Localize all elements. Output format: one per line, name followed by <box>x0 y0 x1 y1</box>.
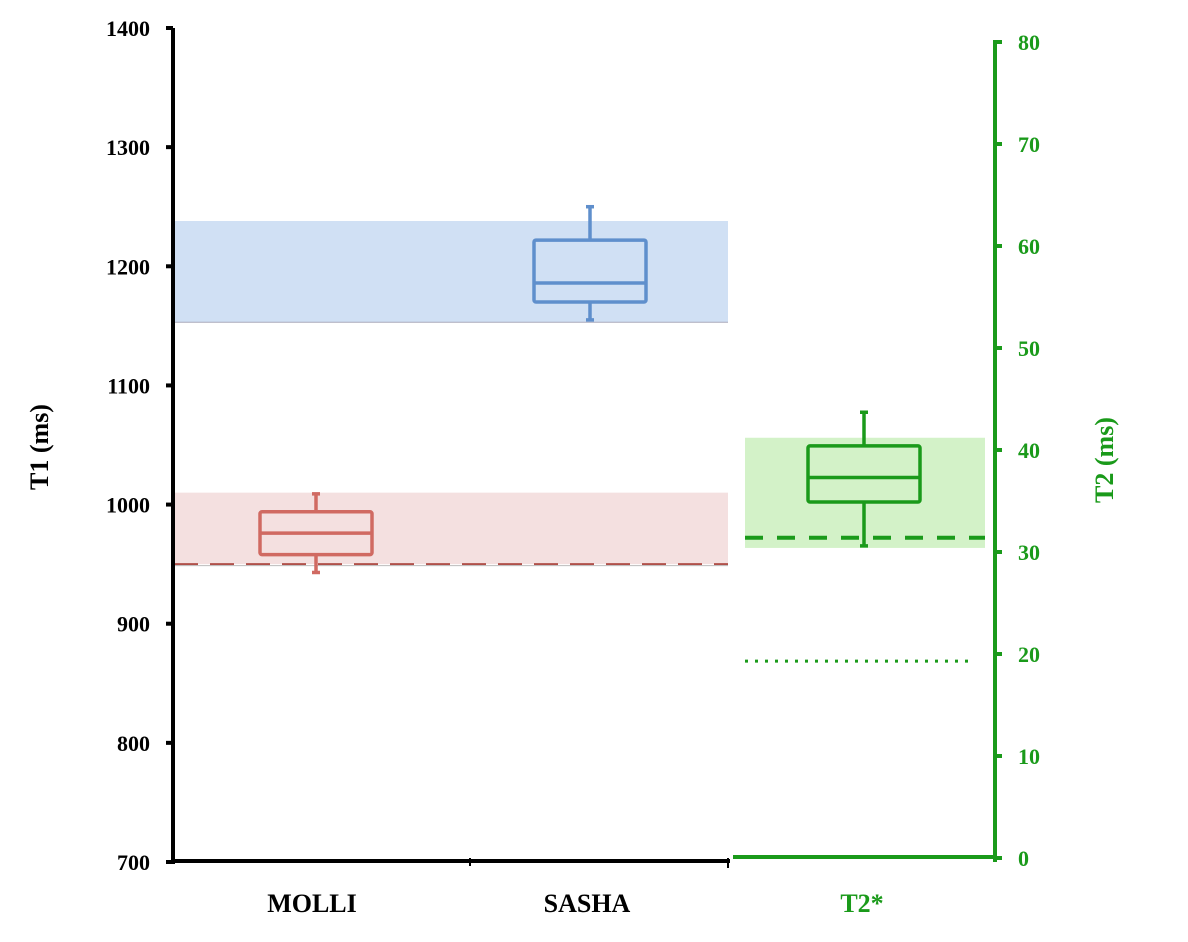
right-axis-tick-label: 60 <box>1018 234 1040 259</box>
right-axis-tick-label: 80 <box>1018 30 1040 55</box>
left-axis-tick-label: 1100 <box>107 373 150 398</box>
left-axis-tick-label: 700 <box>117 850 150 875</box>
left-axis-tick-label: 900 <box>117 612 150 637</box>
right-axis-tick-label: 50 <box>1018 336 1040 361</box>
box-iqr-t2star <box>806 444 922 504</box>
right-axis-label: T2 (ms) <box>1090 417 1119 503</box>
left-axis-label: T1 (ms) <box>25 404 54 490</box>
category-label-t2star: T2* <box>840 889 883 918</box>
left-axis-tick-label: 1200 <box>106 254 150 279</box>
left-axis-tick-label: 1300 <box>106 135 150 160</box>
reference-band-sasha <box>174 221 728 323</box>
right-axis-tick-label: 70 <box>1018 132 1040 157</box>
right-axis-tick-label: 0 <box>1018 846 1029 871</box>
reference-band-molli <box>174 492 728 565</box>
right-axis-tick-label: 30 <box>1018 540 1040 565</box>
right-axis-tick-label: 20 <box>1018 642 1040 667</box>
left-axis-tick-label: 1400 <box>106 16 150 41</box>
box-iqr-sasha <box>532 238 648 304</box>
category-label-molli: MOLLI <box>267 889 357 918</box>
right-axis-tick-label: 40 <box>1018 438 1040 463</box>
right-axis-tick-label: 10 <box>1018 744 1040 769</box>
left-axis-tick-label: 800 <box>117 731 150 756</box>
category-label-sasha: SASHA <box>544 889 631 918</box>
left-axis-tick-label: 1000 <box>106 493 150 518</box>
